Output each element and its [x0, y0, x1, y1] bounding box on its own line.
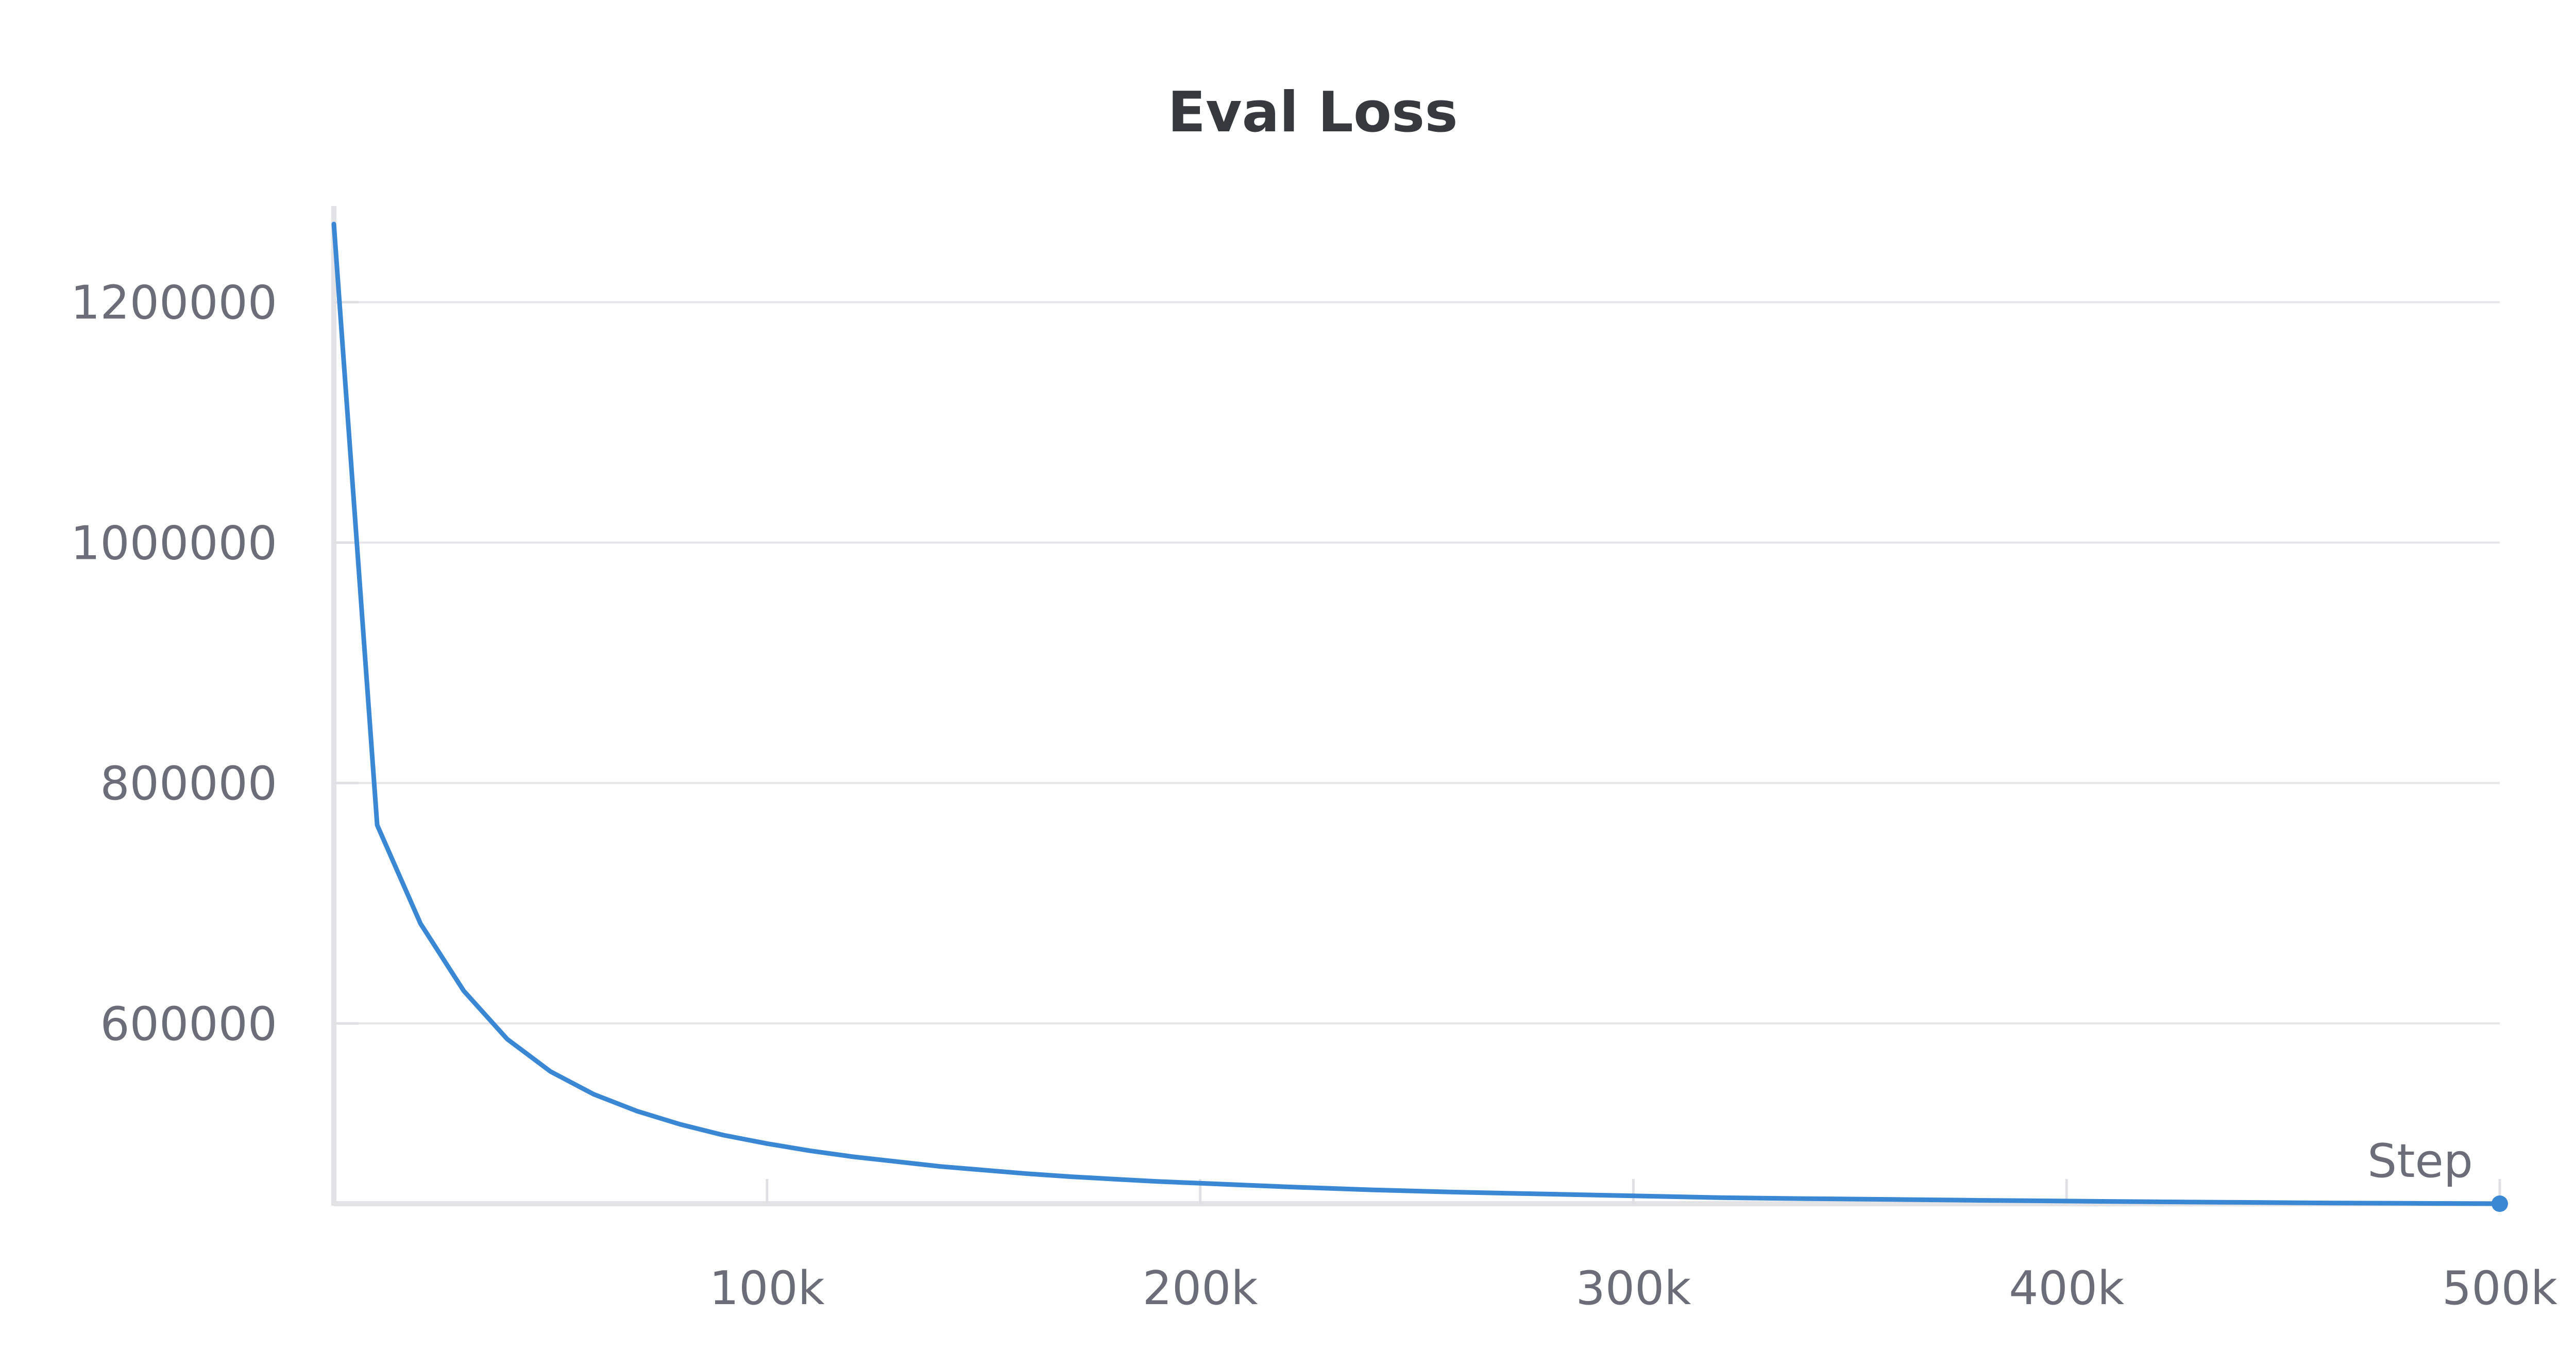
y-tick-label: 1000000	[71, 516, 277, 570]
data-point	[2492, 1195, 2508, 1212]
x-axis-ticks: 100k 200k 300k 400k 500k	[709, 1179, 2557, 1315]
series	[331, 221, 2508, 1212]
x-tick-label: 300k	[1575, 1261, 1691, 1315]
gridlines	[334, 301, 2500, 1024]
y-tick-label: 800000	[100, 757, 277, 811]
x-tick-label: 200k	[1143, 1261, 1258, 1315]
y-axis-ticks: 600000 800000 1000000 1200000	[71, 276, 359, 1051]
axes	[331, 206, 2500, 1206]
x-axis-label: Step	[2367, 1134, 2473, 1188]
y-tick-label: 1200000	[71, 276, 277, 330]
y-tick-label: 600000	[100, 997, 277, 1051]
x-tick-label: 500k	[2442, 1261, 2557, 1315]
x-tick-label: 100k	[709, 1261, 825, 1315]
x-tick-label: 400k	[2009, 1261, 2124, 1315]
series-line	[331, 221, 2502, 1206]
chart-title: Eval Loss	[1167, 80, 1458, 145]
